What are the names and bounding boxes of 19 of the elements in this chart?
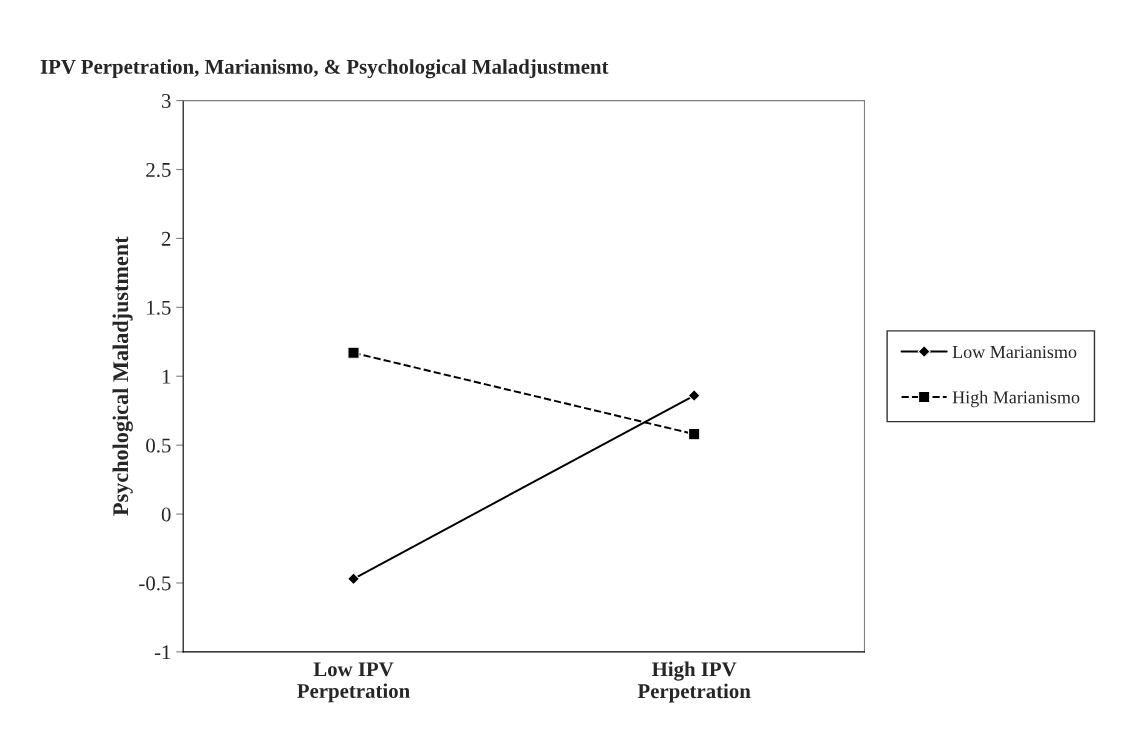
x-tick-label: Low IPV Perpetration <box>297 662 410 703</box>
y-tick-label: 0 <box>161 507 171 522</box>
point <box>347 572 360 586</box>
y-tick-label: 2.5 <box>146 162 171 178</box>
y-tick-label: -1 <box>154 645 171 660</box>
y-tick-label: 2 <box>161 231 171 246</box>
point <box>687 389 701 402</box>
legend-label: High Marianismo <box>952 390 1080 408</box>
point <box>347 346 360 359</box>
y-tick-label: 0.5 <box>146 438 171 453</box>
legend-label: Low Marianismo <box>952 345 1077 359</box>
y-tick-label: -0.5 <box>139 576 171 591</box>
y-tick-label: 1 <box>162 369 171 384</box>
point <box>688 428 701 441</box>
x-tick-label: High IPV Perpetration <box>637 661 751 703</box>
y-tick-label: 1.5 <box>147 300 171 315</box>
y-axis-title: Psychological Maladjustment <box>112 236 133 516</box>
y-tick-label: 3 <box>161 94 171 109</box>
chart-title: IPV Perpetration, Marianismo, & Psychological Maladjustment <box>40 59 609 79</box>
